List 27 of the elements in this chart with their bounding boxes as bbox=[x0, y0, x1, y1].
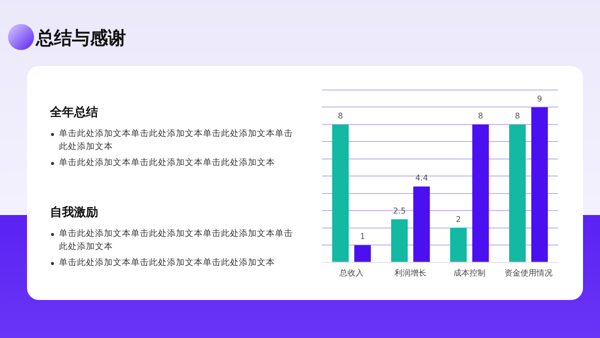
bar bbox=[472, 124, 489, 262]
text: 单击此处添加文本单击此处添加文本单击此处添加文本单击此处添加文本 bbox=[59, 228, 294, 254]
text: 单击此处添加文本单击此处添加文本单击此处添加文本单击此处添加文本 bbox=[59, 128, 294, 154]
bar bbox=[391, 219, 408, 262]
x-tick-label: 利润增长 bbox=[394, 268, 426, 278]
data-label: 2 bbox=[456, 215, 461, 224]
text: 全年总结 bbox=[50, 104, 99, 121]
bar bbox=[450, 228, 467, 262]
x-tick-label: 资金使用情况 bbox=[504, 268, 552, 278]
data-label: 8 bbox=[514, 112, 520, 121]
x-tick-label: 成本控制 bbox=[454, 268, 486, 278]
data-label: 9 bbox=[537, 94, 542, 104]
bar bbox=[332, 124, 349, 262]
bar bbox=[531, 107, 548, 262]
text: 总结与感谢 bbox=[36, 27, 126, 50]
data-label: 8 bbox=[478, 112, 484, 121]
data-label: 8 bbox=[338, 112, 343, 121]
bar bbox=[413, 186, 430, 262]
text: 单击此处添加文本单击此处添加文本单击此处添加文本 bbox=[59, 157, 276, 170]
text: 自我激励 bbox=[50, 204, 99, 221]
bar bbox=[509, 124, 526, 262]
text: 单击此处添加文本单击此处添加文本单击此处添加文本 bbox=[59, 257, 276, 270]
data-label: 1 bbox=[360, 232, 366, 242]
bar bbox=[354, 245, 371, 262]
data-label: 4.4 bbox=[415, 174, 428, 183]
data-label: 2.5 bbox=[393, 206, 406, 216]
x-tick-label: 总收入 bbox=[338, 268, 364, 278]
